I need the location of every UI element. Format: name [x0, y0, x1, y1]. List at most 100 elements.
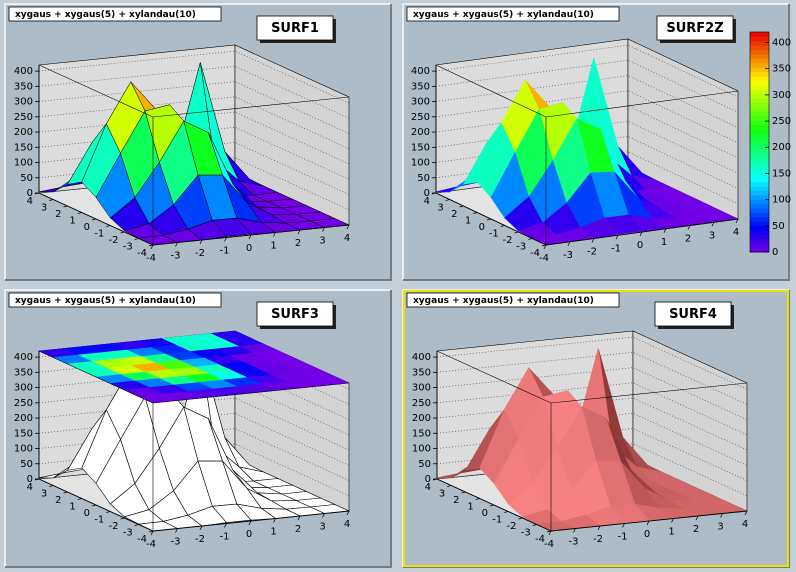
x-tick — [297, 515, 301, 521]
x-tick — [567, 241, 571, 246]
x-tick-label: -1 — [611, 243, 621, 254]
colorbar-step — [750, 164, 769, 169]
z-tick-label: 100 — [14, 444, 33, 455]
x-tick — [297, 229, 301, 235]
pad: xygaus + xygaus(5) + xylandau(10) SURF4 0 5… — [402, 289, 790, 568]
y-tick-label: 1 — [467, 502, 473, 513]
x-tick — [175, 242, 178, 247]
x-tick-label: 2 — [693, 524, 699, 535]
y-tick-label: 3 — [41, 489, 47, 500]
subtitle-box — [8, 292, 222, 308]
y-tick-label: -2 — [503, 235, 513, 246]
colorbar-tick-label: 350 — [772, 64, 791, 75]
title-box — [656, 15, 734, 41]
pad-frame — [403, 290, 789, 567]
z-tick-label: 100 — [412, 444, 431, 455]
z-tick-label: 350 — [14, 81, 33, 92]
z-tick-label: 300 — [14, 383, 33, 394]
x-tick — [639, 231, 643, 237]
y-tick-label: -2 — [109, 235, 119, 246]
z-tick-label: 400 — [14, 66, 33, 77]
y-tick-label: 3 — [439, 489, 445, 500]
colorbar-step — [750, 238, 769, 244]
x-tick-label: 4 — [742, 519, 748, 530]
x-tick-label: -2 — [195, 248, 205, 259]
subtitle: xygaus + xygaus(5) + xylandau(10) — [15, 10, 196, 20]
pad: xygaus + xygaus(5) + xylandau(10) SURF1 0 5… — [4, 3, 392, 281]
z-tick-label: 50 — [417, 173, 430, 184]
x-tick-label: 4 — [344, 233, 350, 244]
subtitle-box — [406, 292, 620, 308]
z-tick-label: 400 — [412, 352, 431, 363]
y-tick-label: 3 — [41, 203, 47, 214]
x-tick — [248, 234, 252, 240]
y-tick-label: 1 — [69, 216, 75, 227]
colorbar-step — [750, 89, 769, 95]
title-box — [256, 301, 334, 327]
x-tick — [591, 238, 595, 243]
colorbar-tick-label: 200 — [772, 142, 791, 153]
pad: xygaus + xygaus(5) + xylandau(10) SURF3 0 5… — [4, 289, 392, 568]
x-tick — [597, 525, 601, 531]
y-tick-label: 0 — [84, 508, 90, 519]
x-tick — [622, 523, 625, 528]
colorbar-tick-label: 150 — [772, 168, 791, 179]
z-tick-label: 250 — [14, 398, 33, 409]
x-tick — [615, 235, 619, 240]
colorbar-step — [750, 76, 769, 81]
colorbar-step — [750, 225, 769, 231]
x-tick — [273, 518, 276, 523]
x-tick — [735, 218, 739, 224]
y-tick-label: 0 — [482, 508, 488, 519]
x-tick-label: -1 — [220, 246, 230, 257]
colorbar-step — [750, 62, 769, 68]
subtitle-box — [8, 6, 222, 22]
z-tick-label: 150 — [412, 428, 431, 439]
z-tick-label: 0 — [27, 474, 33, 485]
colorbar-tick-label: 250 — [772, 116, 791, 127]
title-box — [256, 15, 334, 41]
z-tick-label: 200 — [411, 127, 430, 138]
colorbar-step — [750, 49, 769, 55]
x-tick — [224, 523, 227, 528]
colorbar-step — [750, 128, 769, 134]
z-tick-label: 50 — [20, 173, 33, 184]
y-tick — [34, 192, 40, 195]
x-tick-label: -3 — [171, 251, 181, 262]
y-tick-label: -3 — [123, 242, 133, 253]
y-tick-label: 1 — [465, 216, 471, 227]
x-tick-label: 0 — [644, 529, 650, 540]
x-tick — [671, 518, 674, 523]
y-tick-label: -4 — [137, 534, 147, 545]
y-tick-label: -3 — [123, 528, 133, 539]
colorbar-step — [750, 212, 769, 218]
x-tick — [150, 244, 154, 250]
x-tick-label: 1 — [270, 241, 276, 252]
y-tick-label: -2 — [109, 521, 119, 532]
x-tick-label: 4 — [344, 519, 350, 530]
z-tick-label: 150 — [14, 142, 33, 153]
z-tick-label: 400 — [14, 352, 33, 363]
axis-line — [38, 478, 350, 532]
z-tick-label: 100 — [14, 158, 33, 169]
z-tick-label: 200 — [14, 413, 33, 424]
colorbar-step — [750, 230, 769, 235]
x-tick — [663, 228, 667, 233]
x-tick-label: 3 — [319, 236, 325, 247]
colorbar-step — [750, 190, 769, 196]
subtitle: xygaus + xygaus(5) + xylandau(10) — [413, 10, 594, 20]
x-tick-label: 3 — [709, 230, 715, 241]
colorbar-tick-label: 100 — [772, 195, 791, 206]
z-tick-label: 250 — [411, 112, 430, 123]
colorbar-frame — [749, 31, 770, 253]
subtitle: xygaus + xygaus(5) + xylandau(10) — [15, 296, 196, 306]
x-tick-label: -2 — [195, 534, 205, 545]
y-tick-label: -1 — [492, 515, 502, 526]
z-tick-label: 200 — [14, 127, 33, 138]
z-tick-label: 250 — [14, 112, 33, 123]
y-tick-label: 4 — [424, 196, 430, 207]
x-tick-label: 0 — [246, 529, 252, 540]
x-tick-label: 0 — [246, 243, 252, 254]
x-tick-label: 2 — [295, 238, 301, 249]
z-tick-label: 250 — [412, 398, 431, 409]
